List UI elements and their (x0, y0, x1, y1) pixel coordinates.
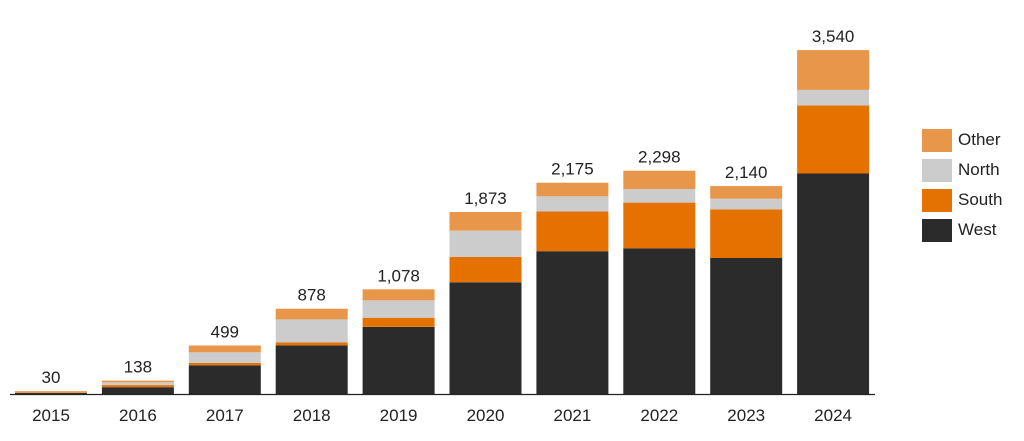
total-label-2021: 2,175 (551, 160, 594, 179)
bar-other-2016 (101, 380, 174, 383)
bar-south-2015 (15, 392, 87, 394)
legend-label-other: Other (958, 130, 1001, 149)
x-tick-label-2023: 2023 (727, 406, 765, 425)
bar-south-2016 (101, 385, 174, 388)
bar-other-2020 (449, 212, 522, 231)
legend-swatch-south (922, 188, 952, 212)
total-label-2022: 2,298 (638, 148, 681, 167)
legend-label-west: West (958, 220, 997, 239)
bar-west-2021 (536, 251, 609, 394)
bar-other-2019 (362, 289, 435, 301)
total-label-2020: 1,873 (464, 189, 507, 208)
bar-other-2021 (536, 182, 609, 197)
bar-north-2019 (362, 300, 435, 318)
legend-swatch-west (922, 218, 952, 242)
x-tick-label-2024: 2024 (814, 406, 852, 425)
bar-south-2023 (710, 209, 783, 258)
bar-north-2021 (536, 196, 609, 212)
bar-north-2022 (623, 189, 696, 203)
bar-north-2024 (797, 89, 870, 106)
legend-swatch-other (922, 128, 952, 152)
bar-south-2022 (623, 202, 696, 249)
legend-item-west: West (922, 215, 1002, 245)
bar-south-2024 (797, 105, 870, 174)
total-label-2023: 2,140 (725, 163, 768, 182)
x-tick-label-2021: 2021 (553, 406, 591, 425)
x-tick-label-2015: 2015 (32, 406, 70, 425)
x-tick-label-2016: 2016 (119, 406, 157, 425)
legend-label-south: South (958, 190, 1003, 209)
bar-south-2020 (449, 257, 522, 283)
x-tick-labels-group: 2015 2016 2017 2018 2019 2020 2021 2022 2023 2024 (32, 406, 852, 425)
bar-west-2022 (623, 248, 696, 394)
bar-other-2015 (15, 391, 87, 392)
total-label-2018: 878 (298, 286, 326, 305)
x-tick-label-2018: 2018 (293, 406, 331, 425)
total-label-2017: 499 (211, 323, 239, 342)
bar-north-2018 (275, 319, 348, 343)
bar-west-2024 (797, 173, 870, 394)
bar-north-2020 (449, 230, 522, 257)
bars-group (15, 50, 870, 394)
legend-item-other: Other (922, 125, 1002, 155)
bar-other-2017 (188, 345, 261, 353)
bar-west-2023 (710, 258, 783, 394)
bar-west-2016 (101, 387, 174, 394)
bar-south-2018 (275, 342, 348, 346)
bar-west-2019 (362, 327, 435, 394)
total-label-2016: 138 (124, 358, 152, 377)
bar-other-2024 (797, 50, 870, 90)
legend: Other North South West (922, 125, 1002, 245)
legend-label-north: North (958, 160, 1000, 179)
bar-north-2023 (710, 198, 783, 210)
bar-south-2017 (188, 362, 261, 366)
bar-other-2022 (623, 170, 696, 189)
x-tick-label-2022: 2022 (640, 406, 678, 425)
bar-west-2017 (188, 365, 261, 394)
bar-west-2020 (449, 282, 522, 394)
bar-south-2019 (362, 317, 435, 327)
bar-other-2018 (275, 308, 348, 320)
legend-item-north: North (922, 155, 1002, 185)
bar-north-2017 (188, 352, 261, 363)
bar-other-2023 (710, 186, 783, 199)
x-tick-label-2019: 2019 (380, 406, 418, 425)
bar-west-2018 (275, 345, 348, 394)
bar-west-2015 (15, 393, 87, 394)
legend-item-south: South (922, 185, 1002, 215)
total-labels-group: 30 138 499 878 1,078 1,873 2,175 2,298 2,140 3,54… (42, 27, 855, 387)
legend-swatch-north (922, 158, 952, 182)
x-tick-label-2020: 2020 (467, 406, 505, 425)
total-label-2024: 3,540 (812, 27, 855, 46)
bar-north-2016 (101, 382, 174, 385)
total-label-2015: 30 (42, 368, 61, 387)
bar-south-2021 (536, 211, 609, 252)
x-tick-label-2017: 2017 (206, 406, 244, 425)
total-label-2019: 1,078 (377, 266, 420, 285)
